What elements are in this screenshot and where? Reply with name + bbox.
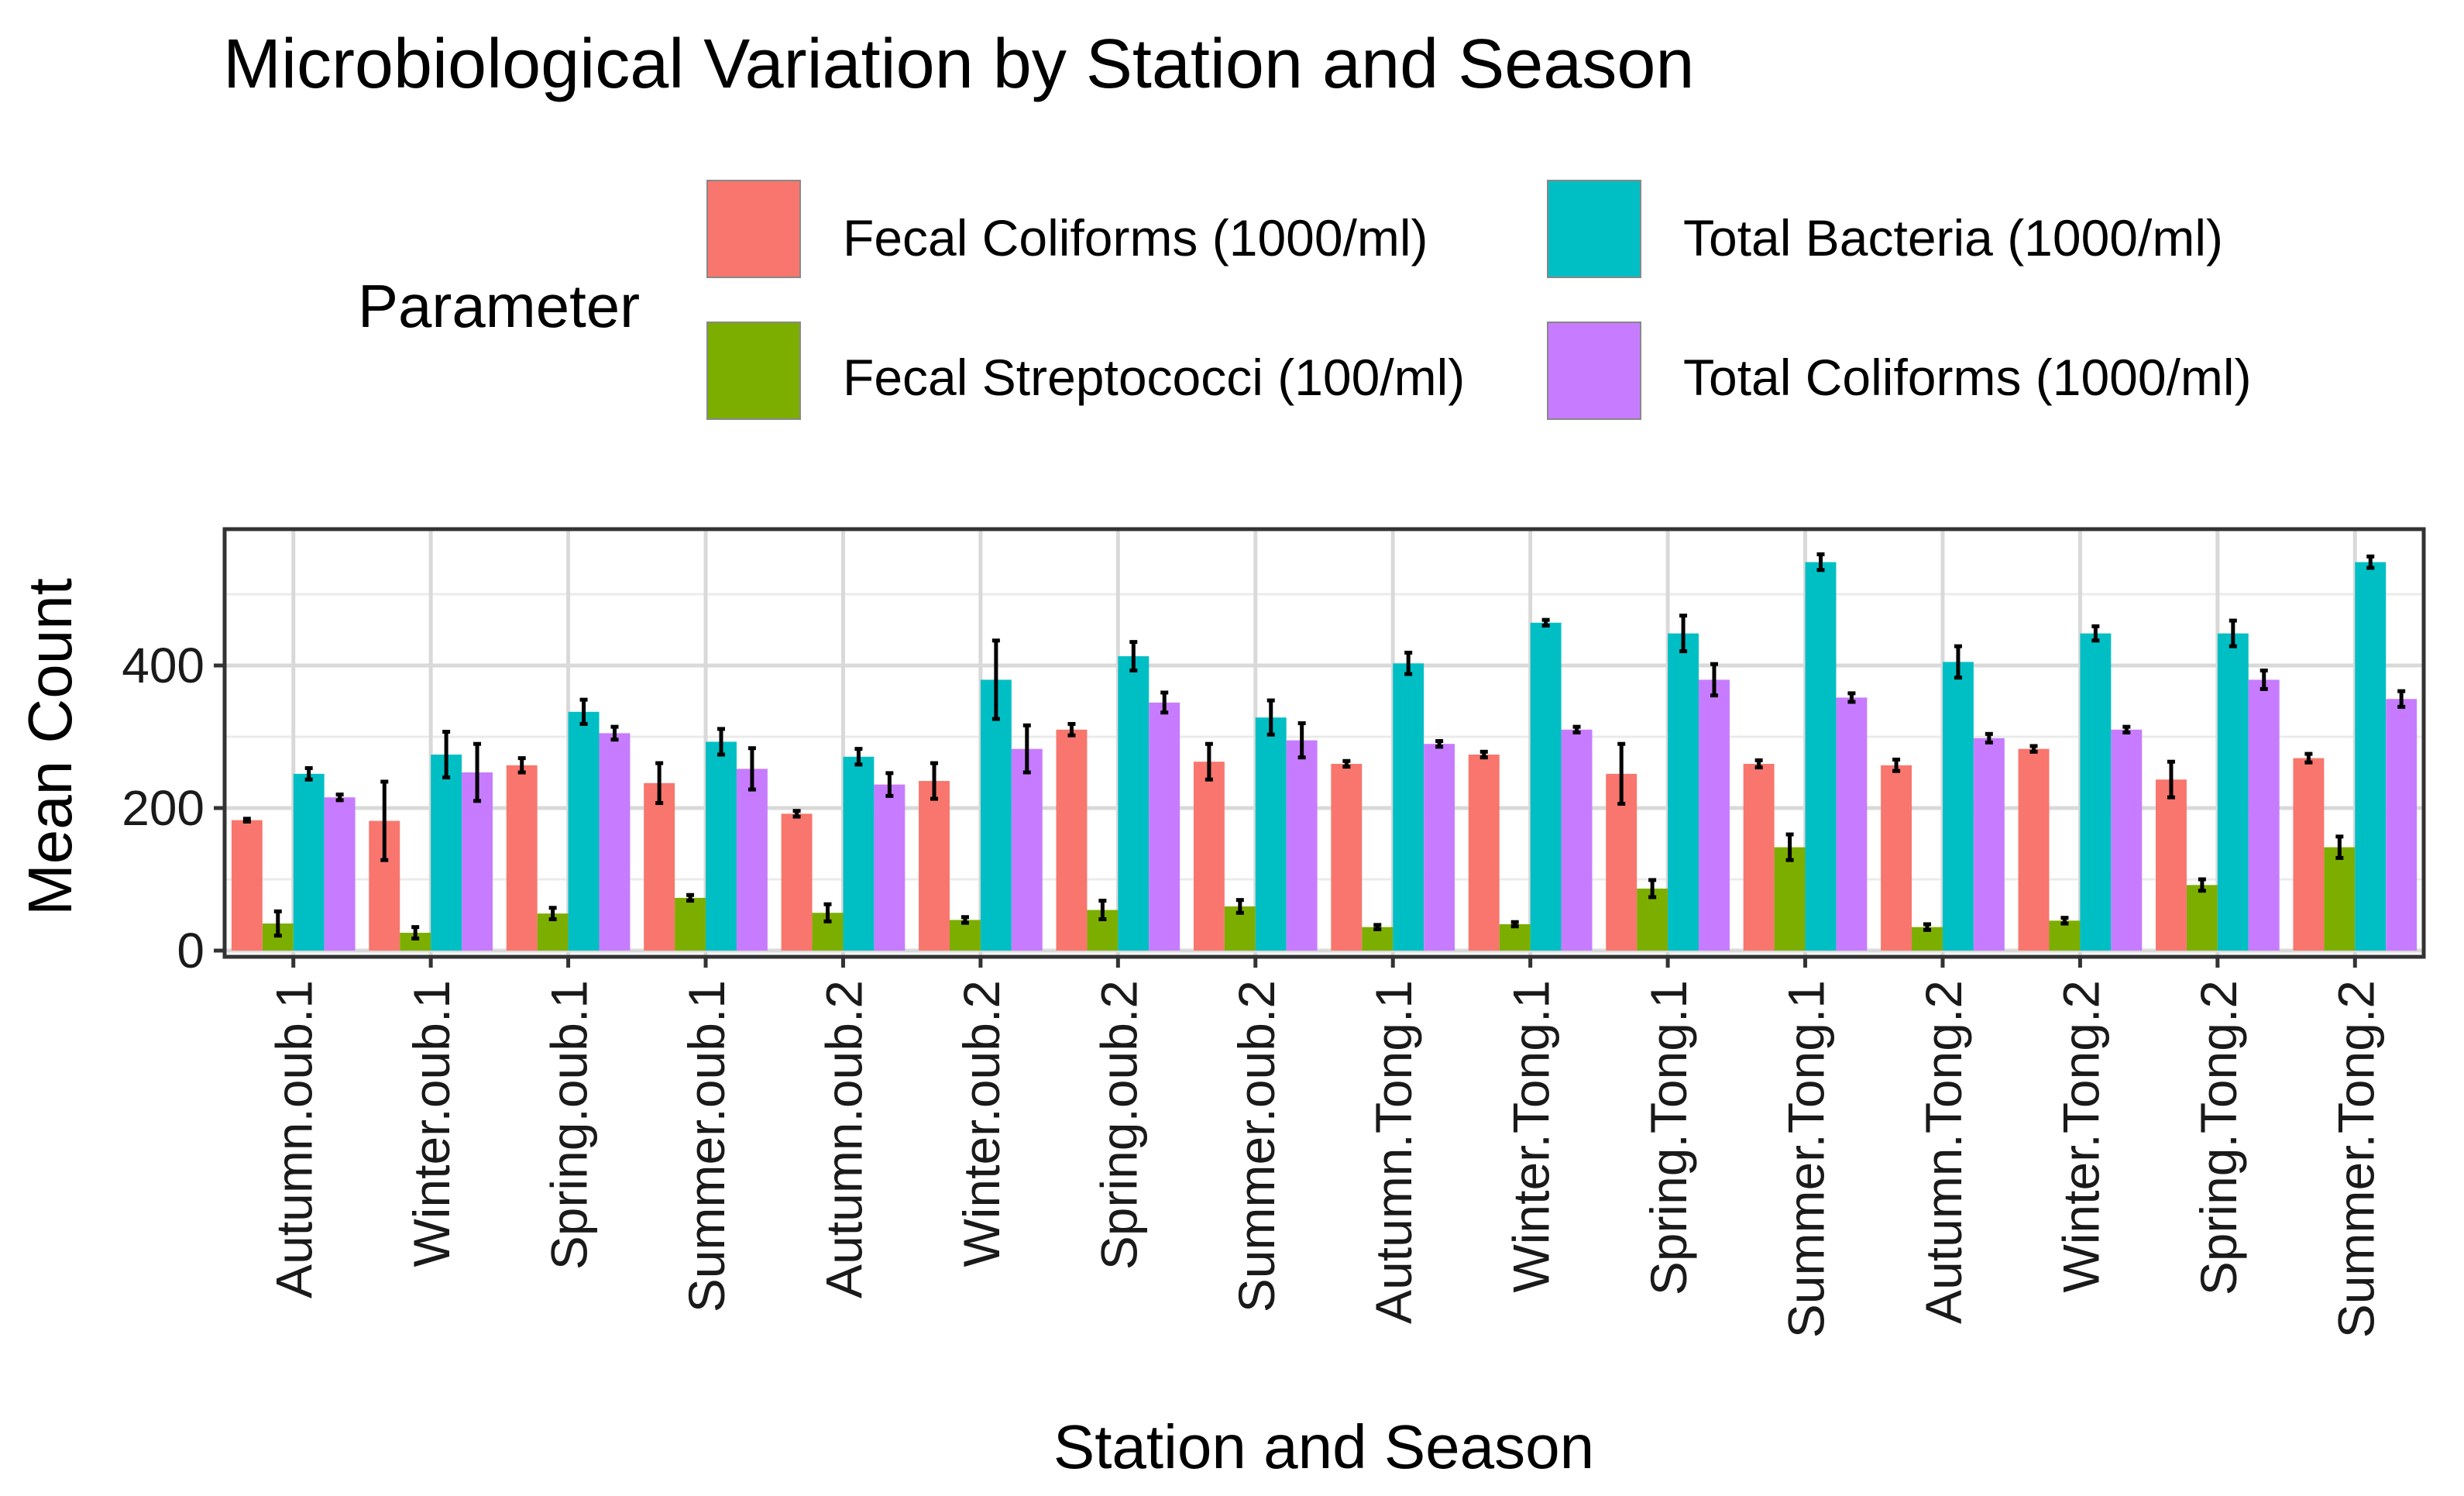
chart-title: Microbiological Variation by Station and…: [223, 26, 1694, 103]
bar: [1743, 763, 1775, 951]
bar: [1561, 729, 1593, 951]
x-tick-label: Summer.Tong.2: [2327, 980, 2384, 1338]
bar: [706, 741, 737, 951]
bar: [736, 769, 768, 951]
y-axis-title: Mean Count: [15, 578, 84, 916]
bar: [980, 679, 1012, 951]
bar: [1805, 562, 1837, 951]
x-tick-label: Winter.oub.1: [403, 980, 460, 1267]
bar: [1118, 656, 1150, 951]
bar: [1286, 740, 1318, 951]
bar: [675, 897, 706, 951]
y-tick-label: 0: [177, 923, 204, 978]
panel-border: [222, 527, 2426, 959]
bar: [1468, 755, 1500, 951]
x-tick-label: Spring.oub.1: [541, 980, 598, 1270]
legend-key: [1547, 322, 1641, 420]
legend-label: Total Bacteria (1000/ml): [1683, 209, 2223, 267]
bar: [1774, 847, 1806, 951]
bar: [1149, 702, 1180, 951]
x-tick-label: Summer.oub.1: [678, 980, 735, 1312]
bar: [231, 820, 263, 951]
x-tick-label: Winter.Tong.2: [2052, 980, 2109, 1293]
bar: [843, 756, 875, 951]
bar: [874, 784, 906, 951]
bar: [2386, 699, 2418, 951]
x-axis-title: Station and Season: [1053, 1412, 1594, 1481]
y-axis: 0 200 400: [122, 638, 225, 978]
bar: [2293, 758, 2325, 951]
bar: [324, 797, 356, 951]
x-tick-label: Autumn.Tong.2: [1915, 980, 1972, 1324]
bar: [781, 813, 813, 951]
x-tick-label: Autumn.Tong.1: [1365, 980, 1422, 1324]
y-tick-label: 400: [122, 638, 204, 693]
x-tick-label: Spring.oub.2: [1090, 980, 1147, 1270]
x-tick-label: Winter.oub.2: [953, 980, 1010, 1267]
legend: Parameter Fecal Coliforms (1000/ml) Fecal…: [358, 180, 2252, 420]
bar: [1836, 697, 1868, 951]
bar: [1193, 762, 1225, 951]
bar: [1699, 679, 1730, 951]
bar: [2111, 729, 2143, 951]
bar: [431, 755, 462, 951]
x-tick-label: Summer.Tong.1: [1778, 980, 1835, 1338]
x-tick-label: Autumn.oub.1: [266, 980, 323, 1298]
bar: [1881, 765, 1912, 951]
bar: [506, 765, 538, 951]
bar: [2186, 885, 2218, 951]
legend-label: Total Coliforms (1000/ml): [1683, 349, 2252, 406]
bar: [1393, 663, 1424, 951]
bar: [2248, 679, 2280, 951]
legend-key: [706, 322, 801, 420]
bar: [2049, 920, 2081, 951]
bars: [231, 562, 2418, 951]
bar: [2355, 562, 2387, 951]
bar: [949, 920, 981, 951]
bar: [400, 933, 431, 951]
bar: [1499, 923, 1531, 951]
bar: [1255, 717, 1287, 951]
x-tick-label: Spring.Tong.2: [2190, 980, 2247, 1295]
plot-area: 0 200 400 Autumn.oub.1 Winter.oub.1 Spring.o…: [122, 527, 2426, 1338]
bar: [568, 711, 600, 951]
bar: [1973, 738, 2005, 951]
x-tick-label: Spring.Tong.1: [1640, 980, 1697, 1295]
bar: [2324, 847, 2356, 951]
bar: [293, 773, 325, 951]
error-bars: [242, 552, 2406, 941]
x-tick-label: Autumn.oub.2: [815, 980, 872, 1298]
legend-title: Parameter: [358, 272, 640, 340]
legend-label: Fecal Coliforms (1000/ml): [843, 209, 1428, 267]
bar: [1056, 729, 1088, 951]
bar: [1668, 633, 1699, 951]
bar: [2080, 633, 2112, 951]
bar: [2018, 748, 2050, 951]
legend-label: Fecal Streptococci (100/ml): [843, 349, 1465, 406]
x-tick-label: Winter.Tong.1: [1503, 980, 1560, 1293]
x-tick-label: Summer.oub.2: [1228, 980, 1285, 1312]
bar: [1942, 662, 1974, 951]
y-tick-label: 200: [122, 780, 204, 836]
bar: [644, 782, 675, 951]
bar: [599, 733, 631, 951]
bar: [2217, 633, 2249, 951]
bar: [1530, 622, 1562, 951]
bar: [2155, 779, 2187, 951]
bar: [1011, 748, 1043, 951]
bar: [1424, 744, 1455, 951]
legend-key: [706, 180, 801, 278]
bar: [1331, 763, 1363, 951]
bar: [919, 781, 950, 951]
x-axis: Autumn.oub.1 Winter.oub.1 Spring.oub.1 Summ…: [266, 957, 2384, 1338]
legend-key: [1547, 180, 1641, 278]
